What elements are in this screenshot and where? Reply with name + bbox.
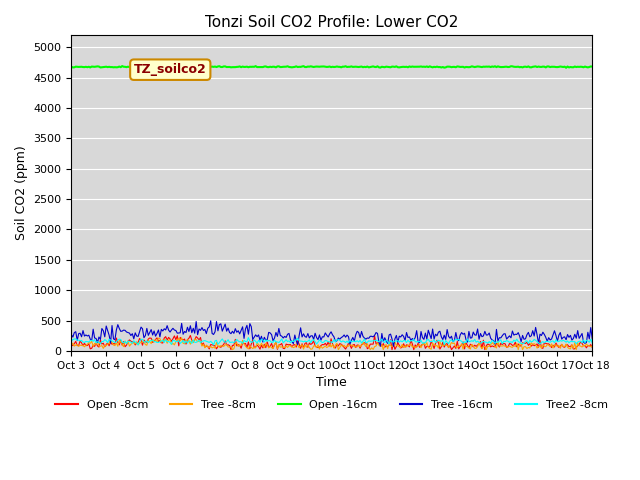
Open -8cm <box>227 347 235 352</box>
Open -8cm <box>563 342 570 348</box>
Open -8cm <box>298 341 306 347</box>
Open -8cm <box>224 342 232 348</box>
Legend: Open -8cm, Tree -8cm, Open -16cm, Tree -16cm, Tree2 -8cm: Open -8cm, Tree -8cm, Open -16cm, Tree -… <box>51 396 612 415</box>
Open -16cm <box>250 64 258 70</box>
Tree -8cm <box>68 342 76 348</box>
Title: Tonzi Soil CO2 Profile: Lower CO2: Tonzi Soil CO2 Profile: Lower CO2 <box>205 15 458 30</box>
Tree2 -8cm <box>588 340 596 346</box>
Tree -16cm <box>207 318 214 324</box>
Open -8cm <box>243 345 251 350</box>
Tree2 -8cm <box>242 339 250 345</box>
Open -8cm <box>588 345 596 350</box>
Tree -16cm <box>563 337 570 343</box>
Tree -16cm <box>224 325 232 331</box>
Open -16cm <box>588 64 596 70</box>
Tree2 -8cm <box>244 335 252 340</box>
Tree2 -8cm <box>252 338 259 344</box>
Text: TZ_soilco2: TZ_soilco2 <box>134 63 207 76</box>
Tree -8cm <box>563 341 570 347</box>
Tree2 -8cm <box>224 337 232 343</box>
Tree -8cm <box>298 342 306 348</box>
Tree -16cm <box>588 336 596 342</box>
X-axis label: Time: Time <box>316 376 347 389</box>
Line: Tree -16cm: Tree -16cm <box>72 321 592 347</box>
Tree -8cm <box>588 343 596 349</box>
Tree2 -8cm <box>210 342 218 348</box>
Tree -8cm <box>252 345 259 351</box>
Tree -16cm <box>250 334 258 340</box>
Tree -16cm <box>297 325 305 331</box>
Open -8cm <box>252 344 259 349</box>
Line: Tree2 -8cm: Tree2 -8cm <box>72 337 592 345</box>
Open -16cm <box>242 64 250 70</box>
Tree -16cm <box>242 326 250 332</box>
Tree -8cm <box>131 341 139 347</box>
Open -16cm <box>133 64 141 70</box>
Tree2 -8cm <box>563 339 570 345</box>
Open -16cm <box>118 63 126 69</box>
Tree2 -8cm <box>68 338 76 344</box>
Y-axis label: Soil CO2 (ppm): Soil CO2 (ppm) <box>15 146 28 240</box>
Open -16cm <box>563 65 570 71</box>
Tree -8cm <box>243 345 251 350</box>
Tree -8cm <box>228 347 236 352</box>
Open -8cm <box>131 342 139 348</box>
Tree -8cm <box>224 344 232 350</box>
Line: Tree -8cm: Tree -8cm <box>72 338 592 349</box>
Tree2 -8cm <box>298 338 306 344</box>
Open -8cm <box>186 333 194 338</box>
Line: Open -16cm: Open -16cm <box>72 66 592 68</box>
Open -16cm <box>561 64 568 70</box>
Tree -16cm <box>131 330 139 336</box>
Line: Open -8cm: Open -8cm <box>72 336 592 349</box>
Tree -8cm <box>178 335 186 341</box>
Open -16cm <box>68 64 76 70</box>
Open -16cm <box>297 64 305 70</box>
Tree -16cm <box>68 332 76 337</box>
Open -16cm <box>224 64 232 70</box>
Tree -16cm <box>390 344 397 349</box>
Open -8cm <box>68 341 76 347</box>
Tree2 -8cm <box>131 339 139 345</box>
